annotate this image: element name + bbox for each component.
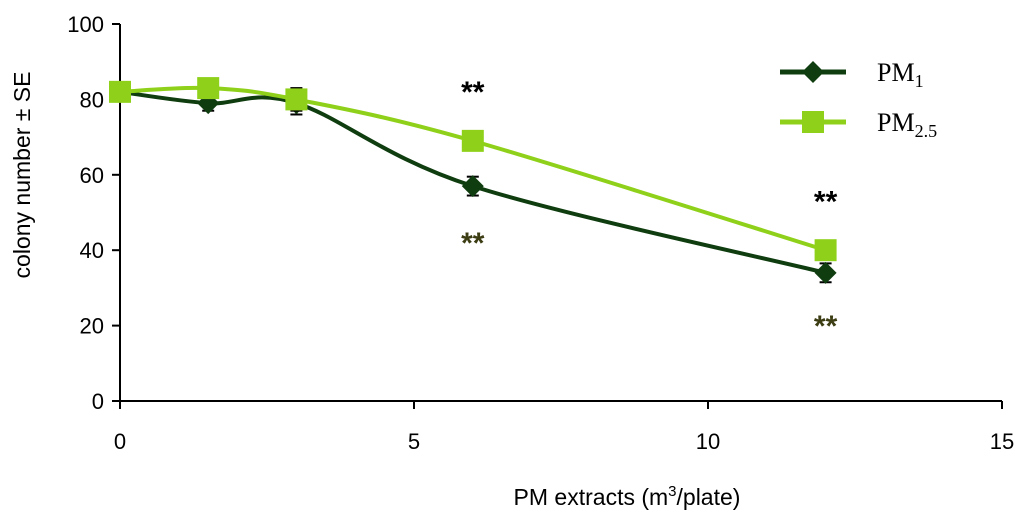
x-axis-title-sup: 3 (668, 483, 676, 500)
x-axis-title-prefix: PM extracts (m (514, 484, 669, 510)
x-tick-label: 10 (696, 429, 720, 454)
y-axis-title: colony number ± SE (9, 72, 35, 279)
y-tick-label: 0 (92, 389, 104, 414)
significance-marker: ** (461, 76, 485, 109)
x-tick-label: 5 (408, 429, 420, 454)
y-tick-label: 80 (80, 87, 104, 112)
series-1-point (285, 88, 308, 111)
y-tick-label: 40 (80, 238, 104, 263)
series-1-point (109, 80, 131, 103)
y-tick-label: 20 (80, 314, 104, 339)
x-axis-title-suffix: /plate) (677, 484, 741, 510)
legend-label-0: PM1 (877, 58, 924, 91)
series-1-point (197, 77, 220, 100)
x-tick-label: 0 (114, 429, 126, 454)
legend-label-subscript: 1 (915, 71, 924, 91)
annotations: ** ** ** ** (461, 76, 837, 343)
series-1-point (814, 239, 837, 262)
series-1-line (119, 85, 827, 253)
legend-marker-0 (802, 61, 824, 83)
significance-marker: ** (814, 185, 838, 218)
x-axis-title: PM extracts (m3/plate) (514, 483, 741, 510)
series-0-point (461, 175, 484, 198)
x-tick-label: 15 (990, 429, 1014, 454)
legend-label-base: PM (877, 58, 915, 87)
significance-marker: ** (814, 310, 838, 343)
legend-label-1: PM2.5 (877, 108, 937, 141)
series-lines (109, 77, 837, 284)
series-1-point (461, 129, 484, 152)
axes: 0 20 40 60 80 100 0 5 10 15 (67, 12, 1014, 454)
y-tick-label: 60 (80, 163, 104, 188)
y-tick-label: 100 (67, 12, 104, 37)
legend-label-base: PM (877, 108, 915, 137)
legend-marker-1 (802, 111, 824, 133)
significance-marker: ** (461, 227, 485, 260)
series-0-point (814, 261, 837, 284)
legend-label-subscript: 2.5 (915, 121, 938, 141)
